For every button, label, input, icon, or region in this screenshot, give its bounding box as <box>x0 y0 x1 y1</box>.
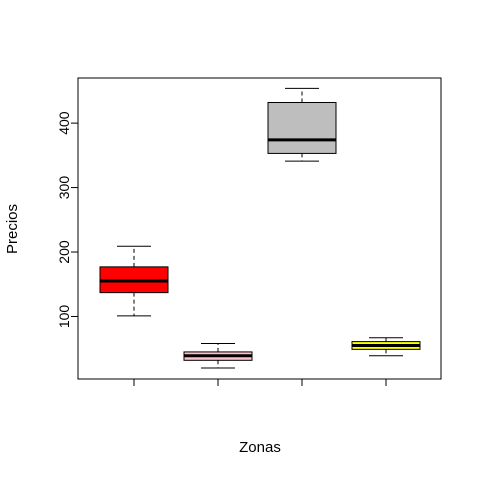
y-axis: 100 200 300 400 <box>56 111 79 329</box>
boxes <box>99 87 421 369</box>
x-axis-title: Zonas <box>239 439 281 456</box>
box-group <box>267 87 337 162</box>
y-tick-label: 100 <box>56 305 72 329</box>
y-axis-title: Precios <box>4 204 21 254</box>
y-tick-label: 300 <box>56 176 72 200</box>
y-tick-label: 400 <box>56 111 72 135</box>
y-tick-label: 200 <box>56 240 72 264</box>
box-group <box>99 245 169 317</box>
box-iqr <box>267 101 337 154</box>
box-group <box>183 343 253 369</box>
plot-frame <box>77 77 442 380</box>
x-axis <box>133 378 387 386</box>
box-group <box>351 337 421 357</box>
